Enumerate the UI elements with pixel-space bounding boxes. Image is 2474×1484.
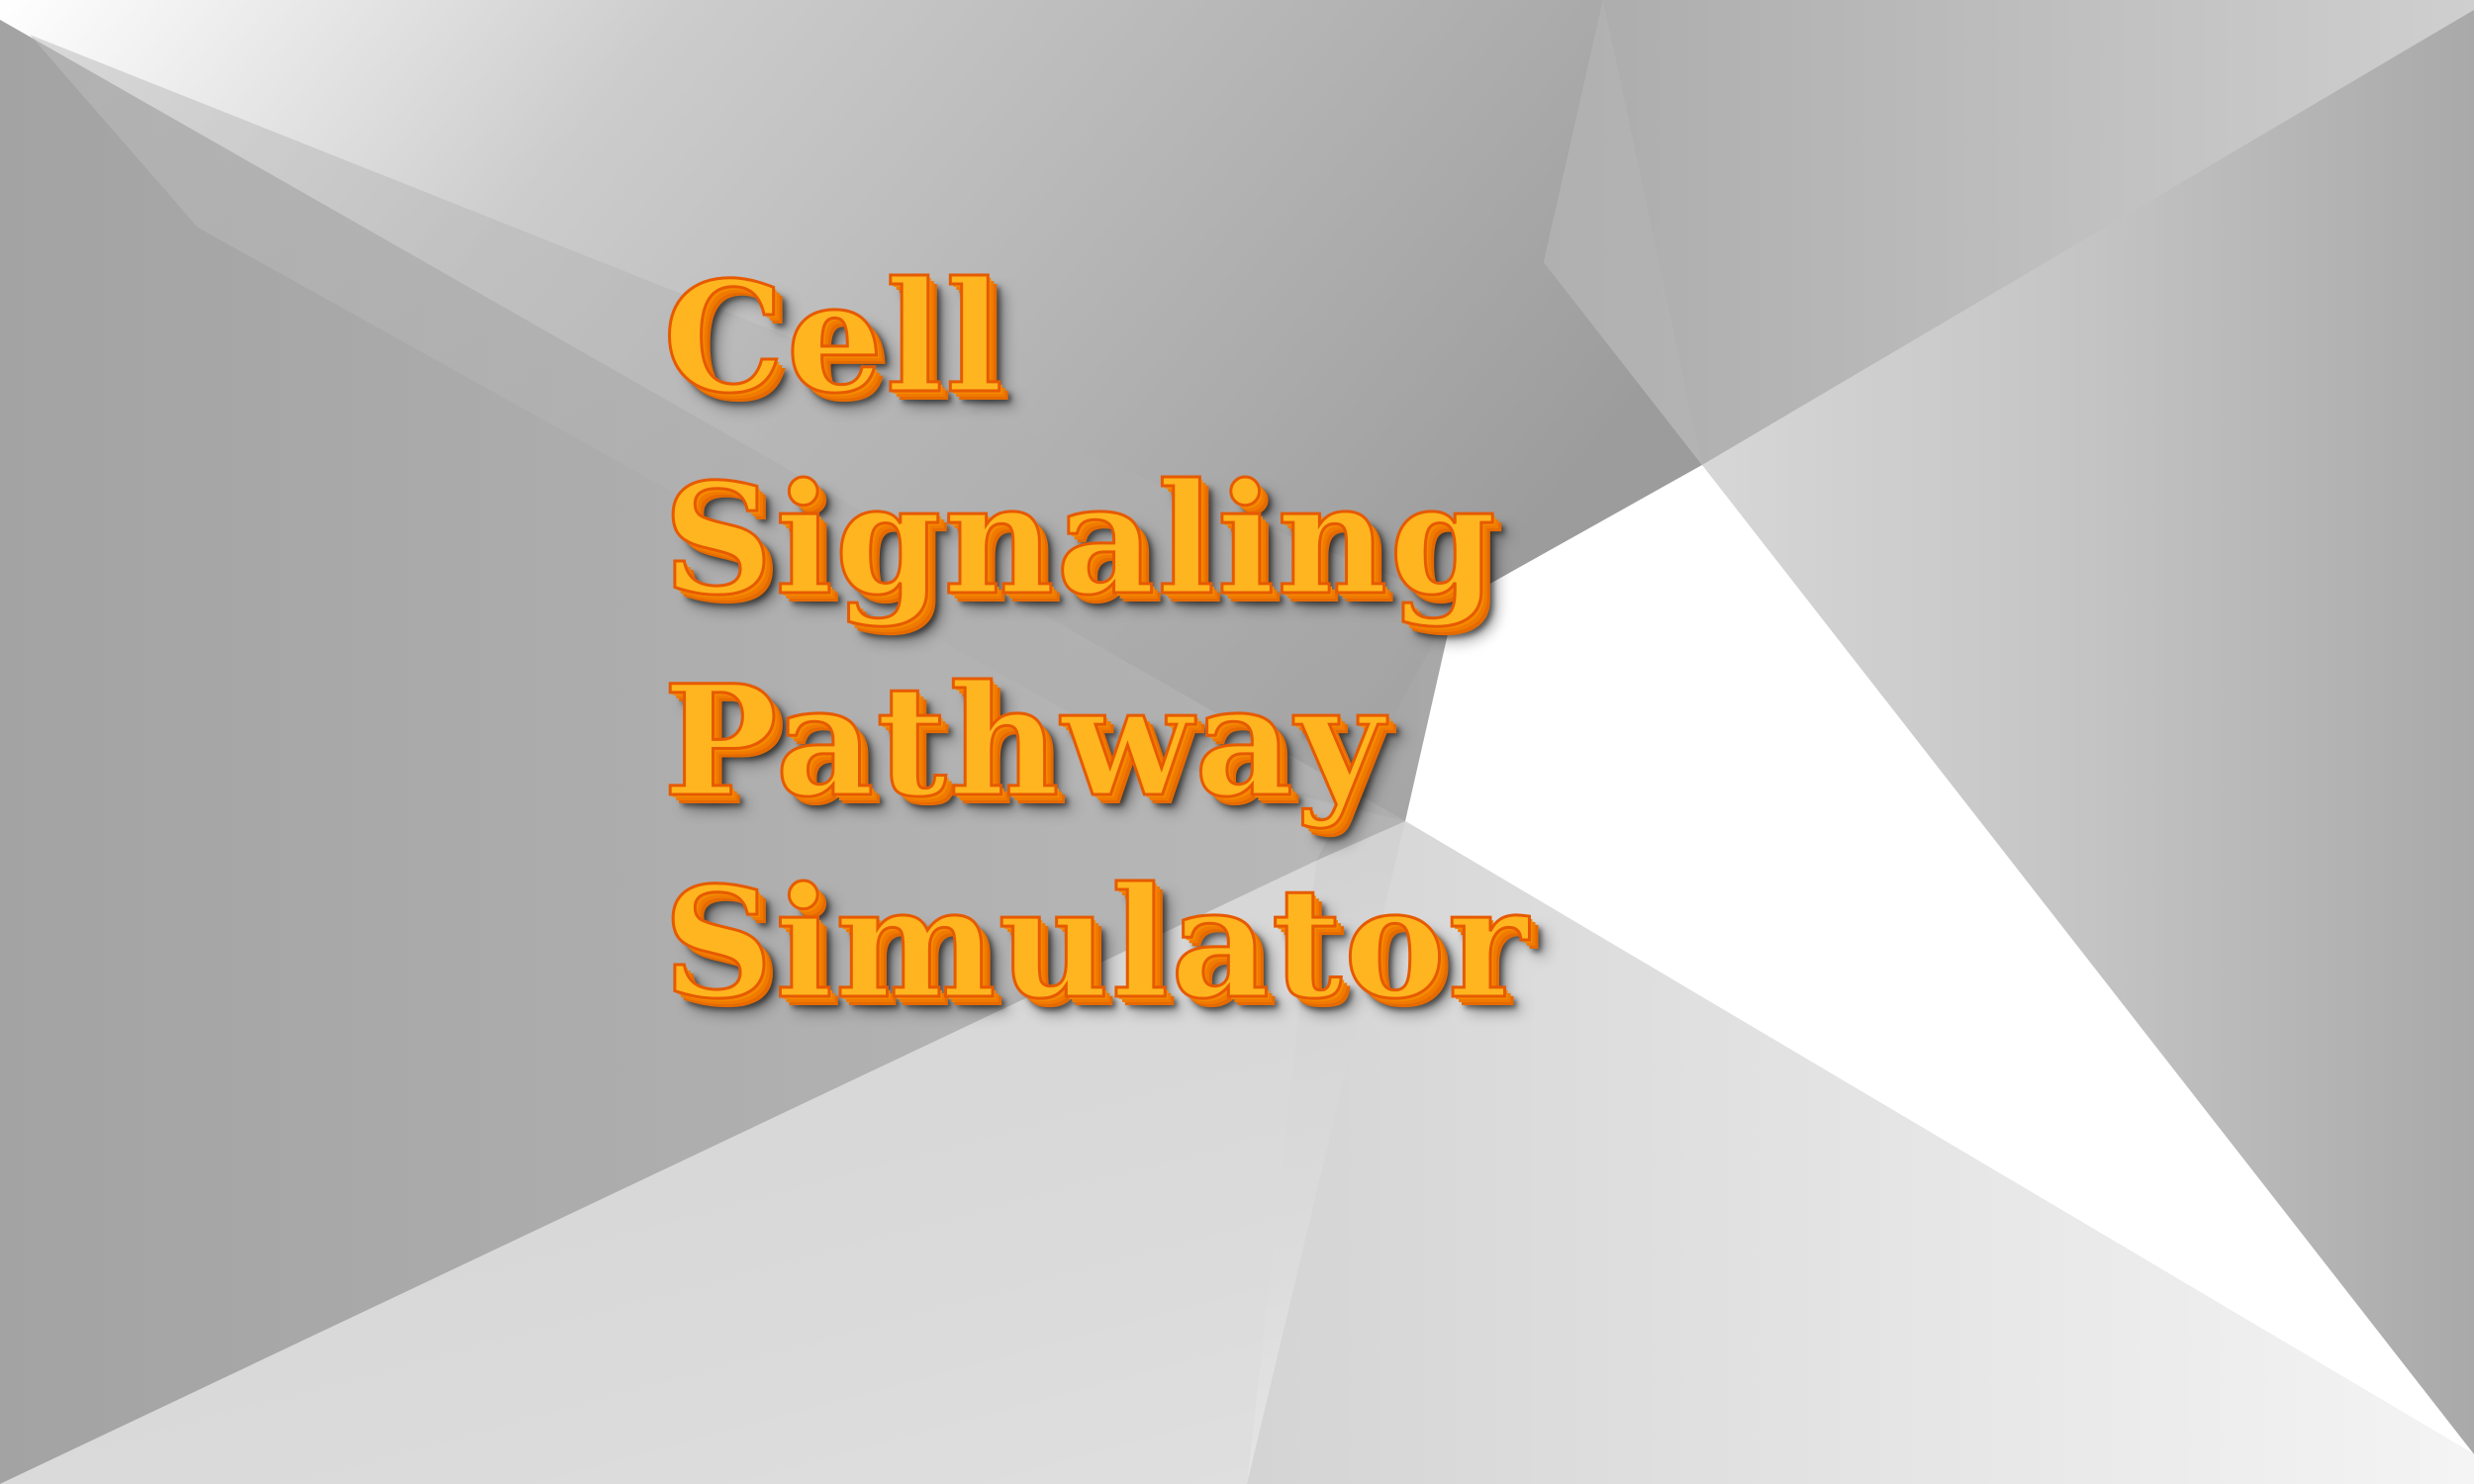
title-line-1: Cell (662, 247, 1005, 429)
title-line-2: Signaling (662, 449, 1498, 631)
title-line-3: Pathway (662, 651, 1386, 833)
app-title: Cell Signaling Pathway Simulator (662, 237, 1554, 1045)
title-line-4: Simulator (662, 853, 1530, 1035)
